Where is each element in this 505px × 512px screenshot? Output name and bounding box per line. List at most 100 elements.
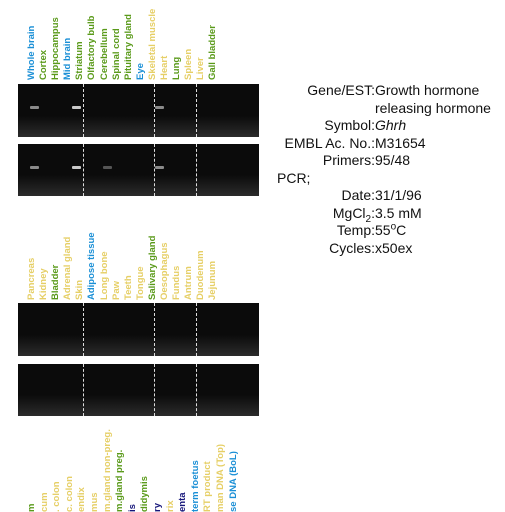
lane-label-item: Oesophagus	[159, 210, 171, 300]
date-value: 31/1/96	[375, 187, 422, 203]
lane-label-item: Duodenum	[195, 210, 207, 300]
symbol-value: Ghrh	[375, 117, 407, 133]
gene-value-cont: releasing hormone	[375, 99, 491, 116]
lane-label-item: Salivary gland	[147, 210, 159, 300]
lane-label-item: Fundus	[171, 210, 183, 300]
lane-label-item: Tongue	[135, 210, 147, 300]
lane-label-item: Paw	[111, 210, 123, 300]
lane-label-item: Long bone	[99, 210, 111, 300]
lane-label-item: Heart	[159, 0, 171, 80]
embl-value: M31654	[375, 134, 426, 151]
lane-label-item: se DNA (BoL)	[228, 422, 241, 512]
lane-label: Pancreas	[26, 257, 37, 300]
lane-label-item: Teeth	[123, 210, 135, 300]
cycles-label: Cycles:	[329, 239, 375, 256]
lane-label-item: Mid brain	[62, 0, 74, 80]
lane-label: Pituitary gland	[122, 14, 134, 80]
lane-label: didymis	[139, 476, 151, 512]
lane-label: Bladder	[50, 264, 62, 300]
lane-label: . colon	[51, 481, 63, 512]
lane-label-item: RT product	[202, 422, 215, 512]
lane-label: mus	[88, 492, 100, 512]
lane-label: Teeth	[122, 275, 134, 300]
lane-label: Adrenal gland	[62, 236, 74, 300]
lane-label: cum	[38, 492, 50, 512]
gene-row: Gene/EST: Growth hormone	[277, 82, 497, 100]
mgcl-label: MgCl2:	[332, 204, 375, 225]
lane-label: Spinal cord	[110, 28, 122, 80]
lane-label-item: rix	[165, 422, 178, 512]
date-row: Date: 31/1/96	[277, 187, 497, 205]
lane-label-item: man DNA (Top)	[215, 422, 228, 512]
symbol-label: Symbol:	[324, 117, 375, 133]
lane-label-item: cum	[39, 422, 52, 512]
pcr-row: PCR;	[277, 170, 497, 188]
lane-label: Liver	[195, 57, 207, 80]
gel-image-middle-2	[18, 364, 259, 416]
lane-label-item: Skin	[74, 210, 86, 300]
lane-label-item: Spleen	[183, 0, 195, 80]
gene-label: Gene/EST:	[307, 82, 375, 98]
lane-label-item: mus	[89, 422, 102, 512]
lane-label-item: term foetus	[190, 422, 203, 512]
gel-band	[72, 106, 81, 109]
gel-image-middle-1	[18, 303, 259, 356]
lane-label: Cortex	[38, 49, 50, 80]
lane-label-item: m.gland non-preg.	[102, 422, 115, 512]
lane-label-item: m.gland preg.	[114, 422, 127, 512]
lane-label: RT product	[202, 461, 214, 512]
gene-info-panel: Gene/EST: Growth hormone releasing hormo…	[277, 82, 497, 257]
lane-label: Striatum	[74, 41, 86, 80]
lane-label: Kidney	[38, 268, 50, 300]
lane-label-item: Eye	[135, 0, 147, 80]
primers-row: Primers: 95/48	[277, 152, 497, 170]
primers-value: 95/48	[375, 152, 411, 168]
cycles-value: x50ex	[375, 239, 413, 256]
lane-label-item: c. colon	[64, 422, 77, 512]
middle-lane-labels: Pancreas Kidney Bladder Adrenal gland Skin Ad…	[26, 210, 220, 300]
lane-label: m.gland preg.	[114, 449, 126, 512]
lane-label: Antrum	[183, 266, 195, 300]
lane-label: m	[26, 503, 37, 512]
lane-label: Olfactory bulb	[86, 15, 98, 80]
mgcl-row: MgCl2: 3.5 mM	[277, 204, 497, 225]
lane-label-item: Jejunum	[207, 210, 219, 300]
lane-label: c. colon	[63, 476, 75, 512]
lane-label: Adipose tissue	[86, 232, 98, 300]
lane-label: Hippocampus	[50, 17, 62, 80]
lane-label: Spleen	[183, 48, 195, 80]
gel-image-top-2	[18, 144, 259, 196]
temp-label: Temp:	[336, 222, 375, 238]
gene-row-cont: releasing hormone	[277, 100, 497, 118]
gel-band	[155, 166, 164, 169]
pcr-label: PCR;	[277, 169, 311, 186]
lane-label: Jejunum	[207, 260, 219, 300]
lane-label: Skeletal muscle	[146, 8, 158, 80]
lane-label-item: . colon	[51, 422, 64, 512]
lane-label-item: Gall bladder	[207, 0, 219, 80]
lane-label-item: m	[26, 422, 39, 512]
temp-row: Temp: 55oC	[277, 222, 497, 240]
bottom-lane-labels-cropped: m cum. colon c. colon endix mus m.gland non-p…	[18, 420, 268, 512]
lane-label-item: Cortex	[38, 0, 50, 80]
lane-label-item: Antrum	[183, 210, 195, 300]
lane-label-item: Hippocampus	[50, 0, 62, 80]
lane-label-item: Pancreas	[26, 210, 38, 300]
lane-label-item: enta	[177, 422, 190, 512]
gel-band	[103, 166, 112, 169]
lane-label: Gall bladder	[207, 25, 219, 80]
lane-label-item: Whole brain	[26, 0, 38, 80]
lane-label: Heart	[159, 55, 171, 80]
top-lane-labels: Whole brain Cortex Hippocampus Mid brain Str…	[26, 0, 220, 80]
cycles-row: Cycles: x50ex	[277, 240, 497, 258]
lane-label: Duodenum	[195, 250, 207, 300]
lane-label-item: Spinal cord	[111, 0, 123, 80]
embl-row: EMBL Ac. No.: M31654	[277, 135, 497, 153]
lane-label-item: Skeletal muscle	[147, 0, 159, 80]
lane-label: ry	[151, 503, 163, 512]
lane-label-item: Kidney	[38, 210, 50, 300]
lane-label: enta	[177, 492, 189, 512]
lane-label: term foetus	[189, 460, 201, 512]
symbol-row: Symbol: Ghrh	[277, 117, 497, 135]
lane-label: Salivary gland	[146, 235, 158, 300]
